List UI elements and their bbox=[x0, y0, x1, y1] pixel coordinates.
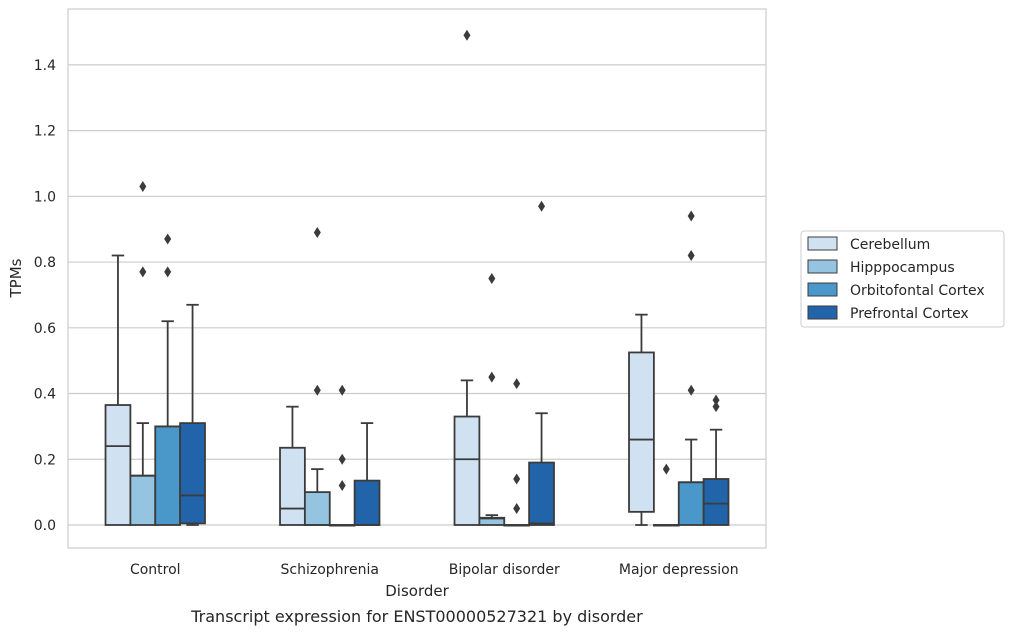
y-tick-label: 0.0 bbox=[34, 518, 56, 534]
box-hipppocampus bbox=[478, 273, 506, 526]
y-tick-label: 1.4 bbox=[34, 58, 56, 74]
x-tick-labels: Control Schizophrenia Bipolar disorder Majo… bbox=[130, 562, 739, 578]
outlier-point bbox=[139, 266, 147, 278]
outlier-point bbox=[687, 384, 695, 396]
box-body bbox=[628, 351, 655, 513]
legend-label: Orbitofontal Cortex bbox=[850, 283, 985, 299]
box-body bbox=[702, 478, 730, 526]
outlier-point bbox=[687, 210, 695, 222]
x-tick-label: Control bbox=[130, 562, 181, 578]
y-tick-label: 1.2 bbox=[34, 124, 56, 140]
legend-swatch bbox=[807, 259, 838, 274]
box-hipppocampus bbox=[303, 226, 331, 526]
outlier-point bbox=[338, 480, 346, 492]
outlier-point bbox=[712, 394, 720, 406]
outlier-point bbox=[139, 180, 147, 192]
x-tick-label: Schizophrenia bbox=[281, 562, 379, 578]
outlier-point bbox=[164, 233, 172, 245]
y-tick-labels: 0.0 0.2 0.4 0.6 0.8 1.0 1.2 1.4 bbox=[34, 58, 56, 534]
y-tick-label: 1.0 bbox=[34, 189, 56, 205]
box-hipppocampus bbox=[129, 180, 157, 526]
outlier-point bbox=[338, 453, 346, 465]
legend-label: Hipppocampus bbox=[850, 260, 955, 276]
box-body bbox=[528, 461, 555, 526]
outlier-point bbox=[538, 200, 546, 212]
legend-swatch bbox=[807, 236, 838, 251]
plot-frame bbox=[67, 8, 767, 549]
outlier-point bbox=[164, 266, 172, 278]
box-cerebellum bbox=[628, 313, 655, 526]
box-cerebellum bbox=[453, 29, 481, 526]
box-prefrontal-cortex bbox=[353, 422, 381, 526]
chart-caption: Transcript expression for ENST0000052732… bbox=[190, 607, 643, 626]
outlier-point bbox=[313, 226, 321, 238]
box-body bbox=[104, 404, 132, 526]
outlier-point bbox=[712, 401, 720, 413]
boxes bbox=[104, 29, 730, 527]
outlier-point bbox=[513, 473, 521, 485]
y-axis-label: TPMs bbox=[7, 258, 25, 298]
legend-swatch bbox=[807, 282, 838, 297]
x-axis-label: Disorder bbox=[385, 582, 449, 600]
outlier-point bbox=[513, 378, 521, 390]
box-body bbox=[677, 481, 705, 526]
box-orbitofontal-cortex bbox=[503, 378, 531, 527]
legend-swatch bbox=[807, 305, 838, 320]
legend-frame bbox=[800, 230, 1005, 328]
box-cerebellum bbox=[104, 254, 132, 526]
x-tick-label: Major depression bbox=[619, 562, 739, 578]
outlier-point bbox=[513, 503, 521, 515]
box-body bbox=[303, 491, 331, 526]
x-tick-label: Bipolar disorder bbox=[449, 562, 560, 578]
y-tick-label: 0.2 bbox=[34, 452, 56, 468]
box-body bbox=[154, 425, 182, 526]
legend-label: Prefrontal Cortex bbox=[850, 306, 969, 322]
box-cerebellum bbox=[279, 405, 306, 526]
box-body bbox=[279, 446, 306, 526]
outlier-point bbox=[338, 384, 346, 396]
outlier-point bbox=[687, 249, 695, 261]
box-body bbox=[179, 422, 206, 525]
box-orbitofontal-cortex bbox=[328, 384, 356, 527]
box-body bbox=[453, 415, 481, 526]
legend-label: Cerebellum bbox=[850, 237, 930, 253]
box-prefrontal-cortex bbox=[702, 394, 730, 526]
box-orbitofontal-cortex bbox=[154, 233, 182, 526]
outlier-point bbox=[488, 273, 496, 284]
box-prefrontal-cortex bbox=[179, 303, 206, 526]
outlier-point bbox=[488, 371, 496, 383]
y-tick-label: 0.4 bbox=[34, 387, 56, 403]
outlier-point bbox=[463, 29, 471, 41]
y-tick-label: 0.8 bbox=[34, 255, 56, 271]
legend: Cerebellum Hipppocampus Orbitofontal Corte… bbox=[800, 230, 1005, 328]
box-body bbox=[353, 479, 381, 526]
outlier-point bbox=[313, 384, 321, 396]
y-tick-label: 0.6 bbox=[34, 321, 56, 337]
outlier-point bbox=[662, 463, 670, 475]
box-prefrontal-cortex bbox=[528, 200, 555, 526]
box-body bbox=[129, 474, 157, 526]
